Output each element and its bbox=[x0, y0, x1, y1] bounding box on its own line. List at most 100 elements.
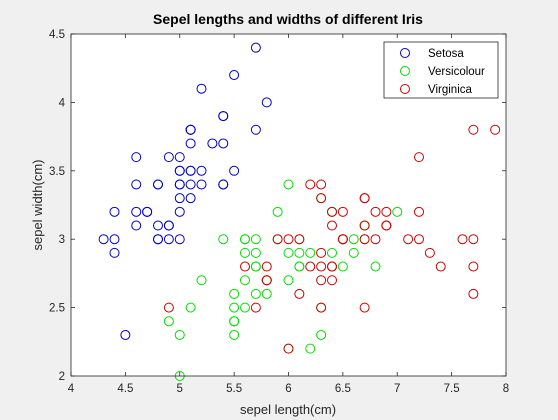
data-point-versicolour bbox=[250, 234, 261, 245]
data-point-versicolour bbox=[240, 247, 250, 258]
data-point-virginica bbox=[261, 261, 272, 272]
data-point-virginica bbox=[327, 261, 337, 272]
data-point-setosa bbox=[229, 165, 240, 176]
data-point-versicolour bbox=[218, 234, 229, 245]
data-point-setosa bbox=[218, 111, 229, 122]
legend: Setosa Versicolour Virginica bbox=[383, 41, 499, 99]
x-tick-label: 6 bbox=[285, 383, 291, 395]
data-point-versicolour bbox=[250, 288, 261, 299]
data-point-versicolour bbox=[283, 275, 294, 286]
data-point-versicolour bbox=[392, 206, 403, 217]
data-point-setosa bbox=[229, 70, 240, 81]
data-point-setosa bbox=[131, 152, 142, 163]
data-point-virginica bbox=[294, 234, 305, 245]
data-point-virginica bbox=[381, 206, 392, 217]
data-point-setosa bbox=[153, 179, 163, 190]
data-point-versicolour bbox=[250, 261, 261, 272]
data-point-versicolour bbox=[240, 302, 250, 313]
data-point-virginica bbox=[424, 247, 435, 258]
data-point-virginica bbox=[316, 247, 327, 258]
legend-label-versicolour: Versicolour bbox=[428, 66, 485, 78]
data-point-setosa bbox=[131, 179, 142, 190]
data-point-versicolour bbox=[185, 302, 196, 313]
x-tick-label: 6.5 bbox=[335, 383, 351, 395]
data-point-virginica bbox=[414, 206, 424, 217]
y-tick-label: 4 bbox=[59, 97, 66, 109]
x-tick-label: 7 bbox=[394, 383, 400, 395]
data-point-setosa bbox=[142, 206, 153, 217]
data-point-virginica bbox=[414, 234, 424, 245]
data-point-setosa bbox=[153, 220, 163, 231]
data-point-setosa bbox=[98, 234, 109, 245]
data-point-setosa bbox=[250, 42, 261, 53]
data-point-versicolour bbox=[337, 261, 348, 272]
data-point-virginica bbox=[337, 206, 348, 217]
data-point-virginica bbox=[359, 220, 370, 231]
data-point-versicolour bbox=[174, 329, 185, 340]
data-point-versicolour bbox=[250, 247, 261, 258]
data-point-versicolour bbox=[348, 234, 359, 245]
y-tick-label: 3.5 bbox=[49, 166, 65, 178]
data-point-virginica bbox=[327, 275, 337, 286]
data-point-virginica bbox=[359, 234, 370, 245]
data-point-versicolour bbox=[163, 316, 174, 327]
data-point-setosa bbox=[196, 83, 207, 94]
y-tick-label: 2 bbox=[59, 371, 65, 383]
data-point-setosa bbox=[131, 220, 142, 231]
data-point-virginica bbox=[316, 179, 327, 190]
data-point-setosa bbox=[131, 206, 142, 217]
data-point-versicolour bbox=[294, 247, 305, 258]
x-tick-label: 5.5 bbox=[226, 383, 242, 395]
data-point-virginica bbox=[294, 288, 305, 299]
data-point-versicolour bbox=[229, 288, 240, 299]
x-tick-label: 7.5 bbox=[444, 383, 460, 395]
data-point-virginica bbox=[272, 234, 283, 245]
data-point-setosa bbox=[196, 165, 207, 176]
data-point-virginica bbox=[468, 234, 479, 245]
data-point-setosa bbox=[185, 138, 196, 149]
x-tick-label: 8 bbox=[503, 383, 509, 395]
data-point-versicolour bbox=[229, 329, 240, 340]
data-point-virginica bbox=[359, 193, 370, 204]
data-point-virginica bbox=[370, 206, 381, 217]
data-point-setosa bbox=[207, 138, 218, 149]
data-point-versicolour bbox=[229, 302, 240, 313]
legend-label-setosa: Setosa bbox=[428, 48, 464, 60]
data-point-setosa bbox=[185, 193, 196, 204]
y-axis-label: sepel width(cm) bbox=[30, 159, 45, 250]
data-point-versicolour bbox=[370, 261, 381, 272]
x-tick-label: 4.5 bbox=[117, 383, 133, 395]
data-point-virginica bbox=[305, 261, 316, 272]
data-point-virginica bbox=[435, 261, 446, 272]
data-point-virginica bbox=[283, 234, 294, 245]
data-point-virginica bbox=[327, 220, 337, 231]
data-point-setosa bbox=[250, 124, 261, 135]
data-point-setosa bbox=[218, 138, 229, 149]
data-point-versicolour bbox=[229, 316, 240, 327]
data-point-versicolour bbox=[196, 275, 207, 286]
legend-box bbox=[383, 41, 499, 99]
data-point-setosa bbox=[109, 247, 120, 258]
legend-marker-versicolour bbox=[400, 66, 410, 76]
data-point-virginica bbox=[468, 124, 479, 135]
y-tick-label: 4.5 bbox=[49, 29, 65, 41]
data-point-setosa bbox=[174, 234, 185, 245]
data-point-setosa bbox=[109, 234, 120, 245]
data-point-virginica bbox=[283, 343, 294, 354]
y-tick-label: 3 bbox=[59, 234, 65, 246]
data-point-setosa bbox=[174, 179, 185, 190]
data-point-virginica bbox=[370, 234, 381, 245]
ticks-layer: 4 4.5 5 5.5 6 6.5 7 7.5 8 2 2.5 3 3.5 4 4.5 bbox=[49, 29, 509, 395]
data-point-virginica bbox=[414, 152, 424, 163]
data-point-versicolour bbox=[272, 206, 283, 217]
data-point-setosa bbox=[120, 329, 131, 340]
data-point-virginica bbox=[163, 302, 174, 313]
data-point-setosa bbox=[153, 234, 163, 245]
data-point-versicolour bbox=[283, 179, 294, 190]
data-point-virginica bbox=[250, 302, 261, 313]
data-point-setosa bbox=[196, 179, 207, 190]
data-point-setosa bbox=[163, 234, 174, 245]
data-point-setosa bbox=[185, 165, 196, 176]
data-point-virginica bbox=[468, 261, 479, 272]
